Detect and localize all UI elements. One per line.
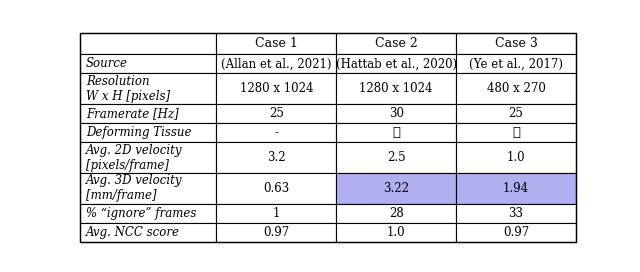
Text: 3.2: 3.2	[267, 151, 285, 164]
Text: ✓: ✓	[512, 126, 520, 139]
Bar	[456, 123, 576, 143]
Bar	[80, 104, 216, 123]
Text: 0.63: 0.63	[263, 182, 289, 195]
Text: Case 1: Case 1	[255, 37, 298, 50]
Bar	[456, 54, 576, 73]
Bar	[456, 104, 576, 123]
Text: Case 2: Case 2	[375, 37, 417, 50]
Bar	[336, 73, 456, 104]
Bar	[456, 73, 576, 104]
Bar	[456, 143, 576, 173]
Text: 1280 x 1024: 1280 x 1024	[239, 82, 313, 95]
Text: % “ignore” frames: % “ignore” frames	[86, 207, 196, 220]
Bar	[336, 203, 456, 223]
Bar	[336, 123, 456, 143]
Bar	[336, 223, 456, 242]
Bar	[80, 173, 216, 203]
Bar	[216, 104, 336, 123]
Bar	[216, 123, 336, 143]
Text: Avg. NCC score: Avg. NCC score	[86, 226, 180, 239]
Bar	[80, 203, 216, 223]
Text: 0.97: 0.97	[263, 226, 289, 239]
Text: 2.5: 2.5	[387, 151, 406, 164]
Text: 1: 1	[273, 207, 280, 220]
Bar	[336, 33, 456, 54]
Text: -: -	[275, 126, 278, 139]
Text: 3.22: 3.22	[383, 182, 409, 195]
Bar	[216, 143, 336, 173]
Text: 1.94: 1.94	[503, 182, 529, 195]
Text: Avg. 2D velocity
[pixels/frame]: Avg. 2D velocity [pixels/frame]	[86, 144, 182, 172]
Bar	[80, 73, 216, 104]
Bar	[80, 223, 216, 242]
Bar	[456, 223, 576, 242]
Bar	[216, 54, 336, 73]
Bar	[80, 123, 216, 143]
Text: 1.0: 1.0	[507, 151, 525, 164]
Text: 25: 25	[269, 107, 284, 120]
Bar	[216, 173, 336, 203]
Bar	[336, 104, 456, 123]
Bar	[80, 54, 216, 73]
Text: (Hattab et al., 2020): (Hattab et al., 2020)	[335, 57, 457, 70]
Text: 480 x 270: 480 x 270	[486, 82, 545, 95]
Bar	[456, 203, 576, 223]
Text: Avg. 3D velocity
[mm/frame]: Avg. 3D velocity [mm/frame]	[86, 174, 182, 202]
Bar	[336, 173, 456, 203]
Text: Source: Source	[86, 57, 128, 70]
Bar	[80, 143, 216, 173]
Text: (Allan et al., 2021): (Allan et al., 2021)	[221, 57, 332, 70]
Text: Case 3: Case 3	[495, 37, 538, 50]
Bar	[336, 143, 456, 173]
Bar	[80, 33, 216, 54]
Bar	[216, 33, 336, 54]
Bar	[456, 33, 576, 54]
Text: ✓: ✓	[392, 126, 400, 139]
Text: 1.0: 1.0	[387, 226, 406, 239]
Text: Framerate [Hz]: Framerate [Hz]	[86, 107, 179, 120]
Text: 33: 33	[509, 207, 524, 220]
Text: Resolution
W x H [pixels]: Resolution W x H [pixels]	[86, 75, 170, 103]
Bar	[216, 73, 336, 104]
Bar	[216, 223, 336, 242]
Text: 28: 28	[389, 207, 404, 220]
Text: 25: 25	[509, 107, 524, 120]
Text: Deforming Tissue: Deforming Tissue	[86, 126, 191, 139]
Bar	[216, 203, 336, 223]
Text: (Ye et al., 2017): (Ye et al., 2017)	[469, 57, 563, 70]
Text: 1280 x 1024: 1280 x 1024	[360, 82, 433, 95]
Text: 30: 30	[388, 107, 404, 120]
Bar	[336, 54, 456, 73]
Text: 0.97: 0.97	[503, 226, 529, 239]
Bar	[456, 173, 576, 203]
